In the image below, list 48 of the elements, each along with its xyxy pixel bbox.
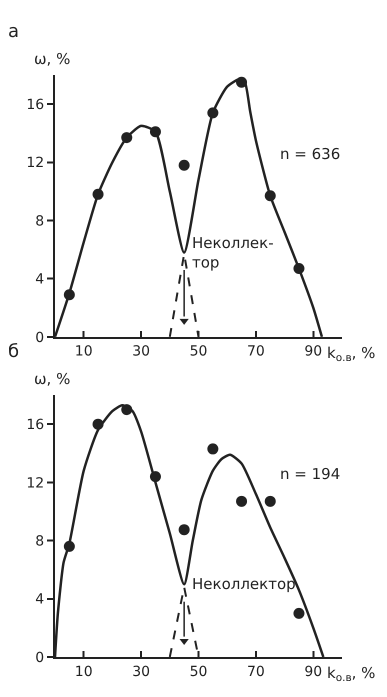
point: [264, 496, 276, 507]
point: [207, 107, 218, 118]
point: [64, 540, 75, 552]
point: [293, 263, 304, 274]
y-tick-label: 0: [35, 650, 44, 666]
x-axis-title: k$_{о.в}$, %: [327, 664, 376, 684]
point: [121, 404, 132, 416]
annotation: Неколлек- тор: [192, 234, 274, 272]
y-tick-label: 16: [26, 417, 44, 434]
point: [178, 160, 190, 171]
y-tick-label: 8: [35, 534, 44, 550]
x-tick-label: 10: [74, 664, 93, 680]
x-tick-label: 30: [132, 664, 150, 680]
y-tick-label: 16: [26, 97, 44, 113]
x-tick-label: 70: [246, 664, 265, 680]
y-tick-label: 4: [35, 272, 44, 288]
point: [64, 289, 75, 300]
y-tick-label: 0: [35, 330, 44, 346]
y-tick-label: 12: [26, 155, 44, 172]
x-axis-title: k$_{о.в}$, %: [327, 344, 376, 364]
y-axis-title: ω, %: [34, 50, 70, 68]
x-tick-label: 90: [304, 344, 322, 360]
point: [92, 418, 104, 430]
y-tick-label: 8: [35, 213, 44, 230]
point: [236, 496, 248, 507]
x-tick-label: 50: [190, 344, 208, 360]
point: [92, 188, 104, 200]
point: [150, 471, 161, 482]
y-tick-label: 12: [26, 475, 44, 492]
point: [121, 132, 132, 144]
point: [178, 524, 190, 536]
chart-title: а: [8, 21, 20, 42]
annotation: n = 636: [280, 145, 340, 163]
point: [150, 126, 161, 138]
x-tick-label: 90: [304, 664, 322, 680]
point: [264, 190, 276, 202]
annotation: n = 194: [280, 465, 340, 483]
point: [293, 608, 304, 619]
x-tick-label: 50: [190, 664, 208, 680]
annotation: Неколлектор: [192, 575, 296, 593]
point: [236, 76, 248, 88]
x-tick-label: 70: [246, 344, 265, 360]
x-tick-label: 30: [132, 344, 150, 360]
x-tick-label: 10: [74, 344, 93, 360]
y-tick-label: 4: [35, 592, 44, 608]
point: [207, 443, 218, 454]
y-axis-title: ω, %: [34, 370, 70, 388]
chart-title: б: [8, 341, 20, 362]
